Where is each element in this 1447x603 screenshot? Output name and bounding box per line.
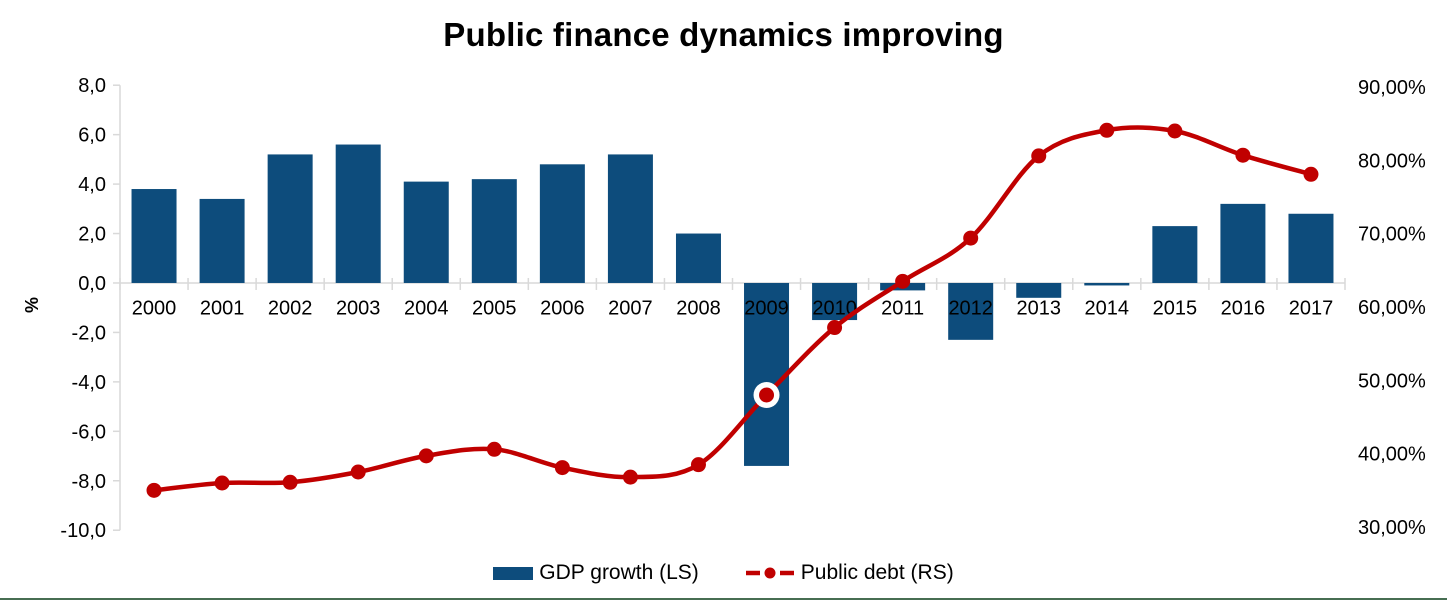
- legend-label-gdp-growth: GDP growth (LS): [539, 561, 699, 584]
- line-marker-2014: [1099, 122, 1115, 138]
- line-marker-2003: [350, 464, 366, 480]
- right-axis-tick-label: 90,00%: [1358, 77, 1426, 99]
- bar-2006: [539, 164, 585, 283]
- public-debt-line: [151, 125, 1314, 493]
- bar-2012: [948, 282, 994, 340]
- x-axis-label-2013: 2013: [1017, 298, 1062, 320]
- legend-item-gdp-growth: GDP growth (LS): [493, 561, 699, 585]
- footer-rule: [0, 597, 1447, 600]
- bar-2003: [335, 144, 381, 283]
- left-axis-tick-label: -4,0: [72, 372, 106, 394]
- bar-2007: [607, 154, 653, 283]
- x-axis-label-2002: 2002: [268, 298, 313, 320]
- bar-2000: [131, 189, 177, 283]
- chart-title: Public finance dynamics improving: [443, 16, 1004, 53]
- x-axis-label-2010: 2010: [812, 298, 857, 320]
- right-axis-tick-label: 30,00%: [1358, 517, 1426, 539]
- line-series-swatch-icon: [745, 567, 794, 579]
- bar-2016: [1220, 203, 1266, 283]
- left-axis-tick-label: -10,0: [60, 520, 106, 542]
- bar-2005: [471, 179, 517, 283]
- line-marker-2006: [554, 460, 570, 476]
- line-marker-2013: [1031, 148, 1047, 164]
- x-axis-label-2001: 2001: [200, 298, 245, 320]
- bar-2013: [1016, 282, 1062, 298]
- bar-2008: [675, 233, 721, 283]
- right-axis-tick-label: 60,00%: [1358, 297, 1426, 319]
- legend-label-public-debt: Public debt (RS): [800, 561, 954, 584]
- line-marker-2015: [1167, 123, 1183, 139]
- left-axis-tick-label: -8,0: [72, 471, 106, 493]
- bar-2017: [1288, 213, 1334, 283]
- legend: GDP growth (LS) Public debt (RS): [0, 561, 1447, 585]
- line-marker-2009: [759, 387, 775, 403]
- x-axis-label-2017: 2017: [1289, 298, 1334, 320]
- x-axis-label-2000: 2000: [132, 298, 177, 320]
- left-axis-tick-label: 6,0: [78, 125, 106, 147]
- x-axis-label-2006: 2006: [540, 298, 585, 320]
- line-marker-2017: [1303, 166, 1319, 182]
- bar-series-swatch-icon: [493, 566, 534, 580]
- right-axis-tick-label: 70,00%: [1358, 224, 1426, 246]
- line-marker-2005: [486, 441, 502, 457]
- bar-2014: [1084, 282, 1130, 286]
- right-axis-tick-label: 40,00%: [1358, 444, 1426, 466]
- line-marker-2000: [146, 482, 162, 498]
- left-axis-tick-label: -6,0: [72, 421, 106, 443]
- left-axis-tick-label: 0,0: [78, 273, 106, 295]
- left-axis-tick-label: -2,0: [72, 322, 106, 344]
- bar-2009: [744, 282, 790, 466]
- right-axis-tick-label: 50,00%: [1358, 370, 1426, 392]
- line-marker-2007: [622, 469, 638, 485]
- x-axis-label-2016: 2016: [1221, 298, 1266, 320]
- bar-2001: [199, 198, 245, 283]
- line-marker-2012: [963, 230, 979, 246]
- line-marker-2011: [895, 273, 911, 289]
- left-axis-tick-label: 8,0: [78, 75, 106, 97]
- left-axis-title: %: [22, 297, 42, 313]
- x-axis-label-2012: 2012: [948, 298, 993, 320]
- line-marker-2002: [282, 474, 298, 490]
- x-axis-label-2011: 2011: [881, 298, 924, 320]
- right-axis-tick-label: 80,00%: [1358, 150, 1426, 172]
- x-axis-label-2004: 2004: [404, 298, 449, 320]
- x-axis-label-2007: 2007: [608, 298, 653, 320]
- line-marker-2004: [418, 448, 434, 464]
- x-axis-label-2008: 2008: [676, 298, 721, 320]
- x-axis-label-2014: 2014: [1085, 298, 1130, 320]
- line-marker-2001: [214, 475, 230, 491]
- x-axis-label-2009: 2009: [744, 298, 789, 320]
- bar-2004: [403, 181, 449, 283]
- x-axis-label-2015: 2015: [1153, 298, 1198, 320]
- x-axis-label-2003: 2003: [336, 298, 381, 320]
- line-marker-2008: [690, 457, 706, 473]
- left-axis-tick-label: 2,0: [78, 224, 106, 246]
- bar-2015: [1152, 226, 1198, 283]
- left-axis-tick-label: 4,0: [78, 174, 106, 196]
- legend-item-public-debt: Public debt (RS): [745, 561, 954, 585]
- line-marker-2016: [1235, 147, 1251, 163]
- line-marker-2010: [827, 320, 843, 336]
- x-axis-label-2005: 2005: [472, 298, 517, 320]
- bar-2002: [267, 154, 313, 283]
